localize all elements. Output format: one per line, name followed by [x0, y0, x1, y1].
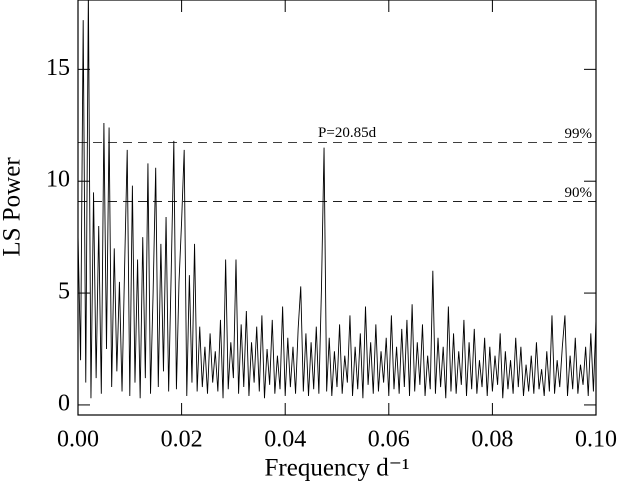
plot-frame [77, 0, 597, 416]
power-line [78, 0, 596, 399]
y-tick-label: 0 [58, 390, 70, 416]
plot-layer [78, 0, 596, 399]
x-tick-label: 0.00 [57, 427, 99, 453]
x-tick-label: 0.06 [368, 427, 410, 453]
y-axis-label: LS Power [0, 157, 26, 257]
x-axis-label: Frequency d⁻¹ [265, 455, 410, 482]
x-tick-label: 0.04 [264, 427, 306, 453]
threshold-label: 99% [565, 126, 593, 142]
x-tick-label: 0.02 [161, 427, 203, 453]
y-tick-label: 15 [46, 55, 70, 81]
y-tick-label: 10 [46, 167, 70, 193]
y-tick-label: 5 [58, 279, 70, 305]
threshold-label: 90% [565, 185, 593, 201]
x-tick-label: 0.08 [471, 427, 513, 453]
x-tick-label: 0.10 [575, 427, 617, 453]
peak-annotation: P=20.85d [318, 125, 377, 141]
